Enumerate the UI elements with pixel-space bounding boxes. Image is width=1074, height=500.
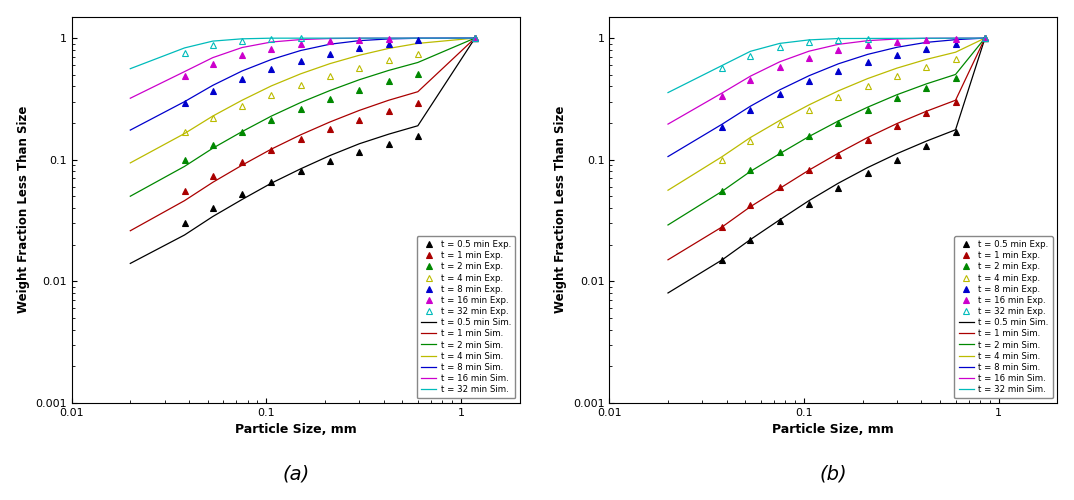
Text: (a): (a) bbox=[282, 464, 309, 483]
Legend: t = 0.5 min Exp., t = 1 min Exp., t = 2 min Exp., t = 4 min Exp., t = 8 min Exp.: t = 0.5 min Exp., t = 1 min Exp., t = 2 … bbox=[954, 236, 1053, 398]
Y-axis label: Weight Fraction Less Than Size: Weight Fraction Less Than Size bbox=[17, 106, 30, 314]
Text: (b): (b) bbox=[819, 464, 847, 483]
X-axis label: Particle Size, mm: Particle Size, mm bbox=[235, 423, 357, 436]
Legend: t = 0.5 min Exp., t = 1 min Exp., t = 2 min Exp., t = 4 min Exp., t = 8 min Exp.: t = 0.5 min Exp., t = 1 min Exp., t = 2 … bbox=[417, 236, 516, 398]
X-axis label: Particle Size, mm: Particle Size, mm bbox=[772, 423, 895, 436]
Y-axis label: Weight Fraction Less Than Size: Weight Fraction Less Than Size bbox=[554, 106, 567, 314]
